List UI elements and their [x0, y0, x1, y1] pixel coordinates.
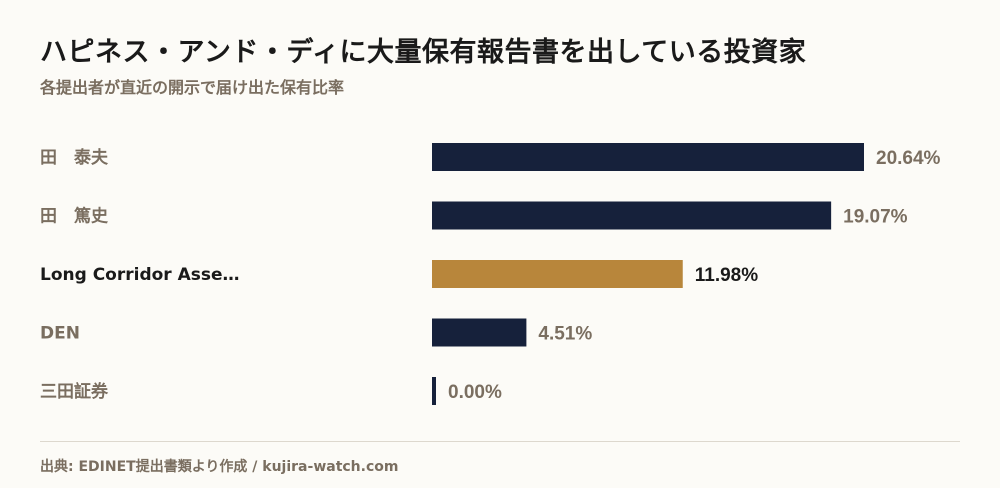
bar: [432, 318, 527, 347]
bar: [432, 377, 436, 405]
category-label: 田 泰夫: [40, 147, 109, 168]
category-label: Long Corridor Asse…: [40, 265, 240, 285]
bar: [432, 260, 683, 288]
value-label: 19.07%: [843, 207, 908, 228]
category-label: 田 篤史: [40, 206, 109, 227]
chart-title: ハピネス・アンド・ディに大量保有報告書を出している投資家: [40, 37, 807, 68]
bar: [432, 143, 864, 171]
footer-divider: [40, 441, 960, 442]
category-label: DEN: [40, 324, 80, 344]
bar: [432, 201, 832, 230]
value-label: 11.98%: [695, 265, 758, 286]
source-footer: 出典: EDINET提出書類より作成 / kujira-watch.com: [40, 459, 399, 475]
value-label: 0.00%: [448, 382, 502, 403]
category-label: 三田証券: [40, 381, 109, 402]
value-label: 20.64%: [876, 148, 941, 169]
value-label: 4.51%: [538, 324, 592, 345]
chart-subtitle: 各提出者が直近の開示で届け出た保有比率: [40, 78, 345, 97]
bar-chart: 田 泰夫 20.64% 田 篤史 19.07% Long Corridor Asse… 1…: [40, 143, 941, 405]
